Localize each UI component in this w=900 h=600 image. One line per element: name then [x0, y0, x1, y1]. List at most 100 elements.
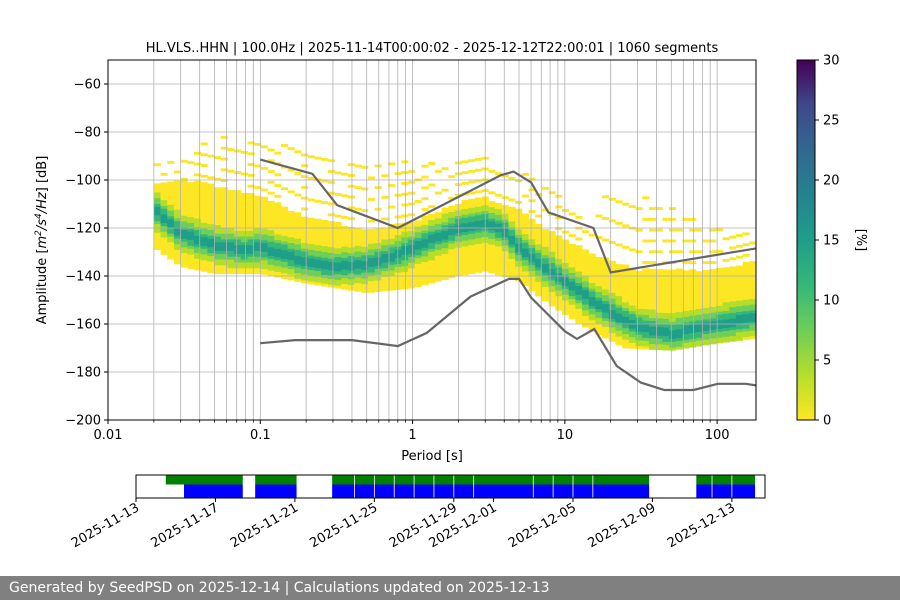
psd-cell [187, 193, 195, 197]
psd-cell [214, 221, 222, 226]
psd-cell [220, 247, 228, 251]
psd-cell [227, 210, 235, 214]
psd-cell [488, 264, 496, 268]
psd-cell [548, 288, 556, 292]
psd-cell [193, 192, 202, 196]
psd-cell [173, 217, 182, 222]
psd-cell [220, 187, 228, 191]
psd-cell [702, 301, 710, 306]
psd-cell [709, 289, 717, 293]
psd-cell [347, 270, 355, 274]
psd-cell [180, 255, 188, 259]
psd-cell [434, 258, 442, 262]
x-tick-label: 10 [557, 428, 574, 443]
psd-cell [662, 309, 670, 314]
psd-cell [260, 216, 268, 221]
psd-cell [588, 293, 596, 298]
psd-cell [441, 273, 449, 278]
psd-cell [582, 255, 590, 259]
psd-cell [388, 235, 396, 239]
psd-cell [749, 266, 756, 271]
psd-cell [702, 327, 710, 331]
psd-cell [227, 195, 235, 200]
psd-outlier [689, 250, 697, 254]
psd-cell [689, 303, 697, 308]
psd-cell [608, 292, 616, 296]
psd-cell [555, 284, 563, 288]
psd-cell [207, 195, 215, 199]
psd-cell [153, 246, 161, 250]
psd-cell [702, 316, 710, 320]
psd-cell [689, 269, 697, 273]
psd-cell [153, 238, 161, 242]
psd-cell [468, 262, 476, 266]
psd-cell [742, 310, 750, 315]
psd-cell [528, 273, 536, 277]
psd-cell [240, 236, 248, 240]
psd-outlier [555, 216, 563, 220]
psd-cell [247, 262, 255, 266]
psd-outlier [193, 151, 202, 155]
psd-cell [301, 251, 309, 255]
psd-cell [468, 224, 476, 228]
psd-cell [541, 289, 549, 293]
psd-cell [675, 323, 683, 327]
psd-cell [234, 195, 242, 200]
psd-cell [408, 270, 416, 275]
psd-cell [628, 276, 636, 280]
psd-cell [582, 281, 590, 285]
psd-cell [715, 337, 723, 341]
psd-cell [555, 264, 563, 268]
psd-cell [321, 231, 329, 235]
psd-cell [568, 255, 576, 259]
psd-cell [682, 330, 690, 335]
psd-outlier [582, 230, 590, 234]
psd-cell [247, 250, 255, 254]
psd-cell [521, 268, 529, 272]
psd-cell [361, 278, 369, 282]
psd-cell [669, 289, 677, 294]
psd-cell [521, 276, 529, 281]
psd-cell [702, 313, 710, 317]
psd-cell [689, 344, 697, 348]
psd-cell [508, 252, 516, 257]
psd-cell [521, 251, 529, 255]
psd-cell [648, 332, 657, 336]
psd-cell [722, 336, 730, 340]
psd-cell [267, 270, 275, 274]
psd-cell [595, 317, 603, 321]
psd-outlier [448, 175, 456, 179]
psd-cell [622, 345, 630, 349]
psd-cell [247, 201, 255, 205]
psd-cell [474, 255, 483, 259]
psd-cell [735, 323, 744, 327]
psd-cell [200, 187, 208, 192]
psd-cell [434, 264, 442, 268]
psd-cell [729, 269, 737, 273]
psd-cell [167, 192, 175, 197]
psd-cell [341, 237, 349, 241]
psd-cell [602, 268, 610, 273]
psd-cell [294, 223, 302, 228]
psd-outlier [689, 217, 697, 221]
psd-cell [294, 235, 302, 239]
psd-cell [675, 300, 683, 304]
psd-cell [227, 198, 235, 202]
colorbar-tick-label: 30 [823, 54, 840, 69]
psd-cell [682, 313, 690, 317]
psd-cell [394, 269, 402, 273]
psd-cell [749, 278, 756, 282]
psd-cell [541, 260, 549, 265]
psd-cell [642, 308, 650, 313]
psd-cell [461, 237, 469, 241]
psd-outlier [173, 170, 182, 174]
psd-cell [307, 223, 315, 227]
psd-cell [508, 264, 516, 268]
psd-cell [220, 230, 228, 234]
psd-cell [468, 253, 476, 257]
psd-cell [260, 228, 268, 232]
psd-outlier [274, 151, 282, 155]
psd-cell [495, 269, 503, 273]
psd-cell [408, 267, 416, 272]
psd-cell [234, 230, 242, 234]
